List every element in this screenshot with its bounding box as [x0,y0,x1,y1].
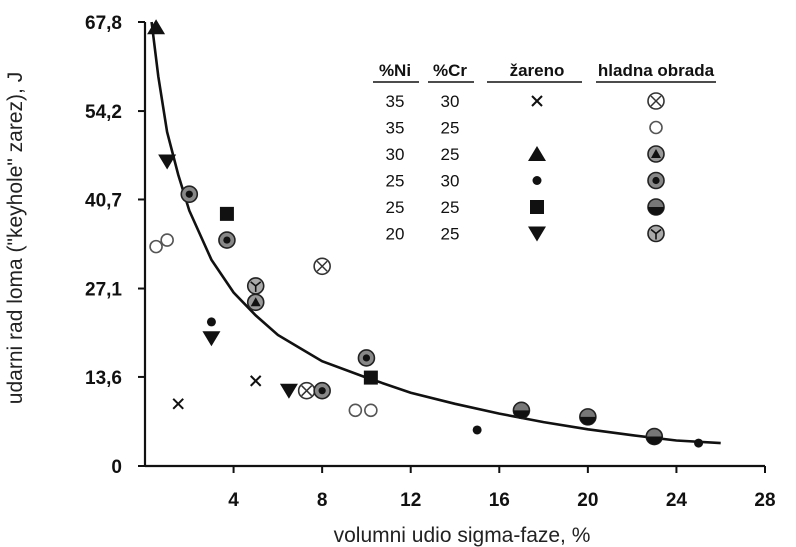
legend-annealed-marker-triangle-down [528,226,546,242]
data-point-circle-triangle [246,293,265,312]
legend-header-cr: %Cr [433,61,467,80]
data-point-triangle-down [279,383,298,399]
legend-ni-value: 25 [386,198,405,217]
data-point-cross [250,375,262,387]
y-axis-title: udarni rad loma ("keyhole" zarez), J [4,72,27,404]
legend-cold-marker-circle-triangle [647,145,665,163]
legend-row: 25 25 [386,198,665,217]
legend-cr-value: 25 [441,119,460,138]
x-tick-label: 4 [228,490,239,511]
data-point-circle-y [246,277,265,295]
legend-ni-value: 35 [386,119,405,138]
legend-header-ni: %Ni [379,61,411,80]
x-axis-ticks: 4 8 12 16 20 24 28 [228,466,776,511]
x-axis-title: volumni udio sigma-faze, % [334,524,591,547]
legend-row: 25 30 [386,171,665,191]
data-point-open-circle [160,233,174,247]
legend-header-annealed: žareno [510,61,565,80]
y-tick-label: 54,2 [85,102,122,123]
data-point-open-circle [149,239,163,254]
fit-curve [150,21,721,445]
legend-row: 20 25 [386,224,665,244]
legend-cold-marker-circle-half [647,198,665,216]
legend-ni-value: 35 [386,92,405,111]
legend-header-cold-worked: hladna obrada [598,61,715,80]
data-point-dot [472,425,482,435]
data-point-circle-x [297,381,316,400]
legend-cold-marker-circle-star [647,171,665,190]
legend-cold-marker-circle-x [647,92,665,110]
legend-annealed-marker-square [530,200,544,214]
data-points [147,19,704,448]
legend-annealed-marker-cross [531,95,543,107]
legend-cr-value: 25 [441,198,460,217]
data-point-circle-x [313,257,331,276]
legend-cr-value: 30 [441,172,460,191]
data-point-circle-star [313,381,331,400]
legend-cr-value: 25 [441,145,460,164]
y-tick-label: 0 [111,457,122,478]
data-point-triangle-up [147,19,166,35]
data-point-cross [172,398,184,410]
legend-ni-value: 30 [386,145,405,164]
data-point-square [363,370,378,385]
y-axis-ticks: 0 13,6 27,1 40,7 54,2 67,8 [85,13,145,478]
x-tick-label: 16 [489,490,510,511]
legend-cold-marker-open-circle [649,120,663,135]
data-point-dot [694,438,704,448]
x-tick-label: 8 [317,490,328,511]
y-tick-label: 67,8 [85,13,122,34]
data-point-open-circle [348,403,363,418]
legend-annealed-marker-triangle-up [528,146,546,161]
x-tick-label: 28 [754,490,775,511]
x-tick-label: 20 [577,490,598,511]
legend-ni-value: 20 [386,225,405,244]
legend-row: 35 25 [386,119,663,138]
y-tick-label: 13,6 [85,368,122,389]
data-point-circle-star [218,231,236,249]
data-point-dot [206,317,216,327]
legend-annealed-marker-dot [532,176,542,185]
data-point-triangle-down [158,154,177,170]
y-tick-label: 27,1 [85,280,122,301]
data-point-triangle-down [202,331,221,347]
legend-row: 30 25 [386,145,665,164]
data-point-circle-star [180,185,199,204]
legend-cold-marker-circle-y [647,224,665,243]
legend-cr-value: 25 [441,225,460,244]
data-point-circle-half [645,427,664,446]
data-point-circle-star [357,349,376,367]
data-point-open-circle [364,403,378,418]
y-tick-label: 40,7 [85,190,122,211]
legend-cr-value: 30 [441,92,460,111]
x-tick-label: 12 [400,490,421,511]
data-point-square [219,206,234,221]
axes [143,22,765,468]
legend-row: 35 30 [386,92,665,111]
x-tick-label: 24 [666,490,688,511]
data-point-circle-half [579,408,597,426]
data-point-circle-half [512,401,531,420]
legend-ni-value: 25 [386,172,405,191]
